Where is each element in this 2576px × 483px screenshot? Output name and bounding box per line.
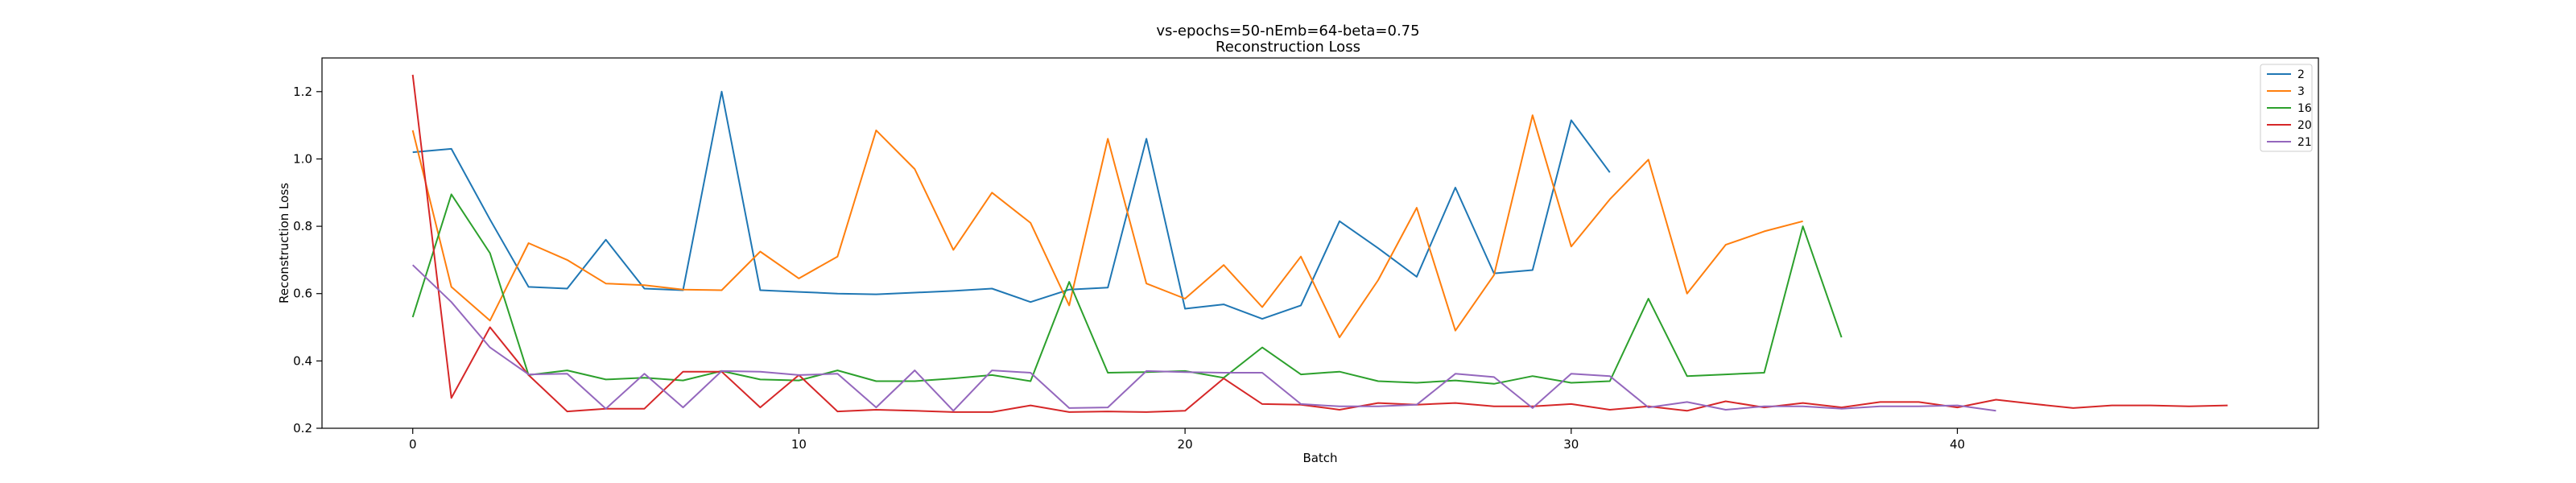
y-axis-ticks: 0.2 0.4 0.6 0.8 1.0 1.2: [293, 85, 322, 436]
y-tick-label: 0.2: [293, 421, 312, 436]
series-line-2: [412, 90, 1611, 320]
chart-subtitle: Reconstruction Loss: [1216, 39, 1360, 56]
chart-title: vs-epochs=50-nEmb=64-beta=0.75: [1156, 23, 1419, 39]
legend-label-16: 16: [2297, 102, 2312, 115]
series-line-21: [412, 264, 1996, 412]
series-line-3: [411, 114, 1803, 339]
x-tick-label: 20: [1178, 437, 1193, 452]
x-axis-ticks: 0 10 20 30 40: [409, 428, 1965, 452]
legend: 2 3 16 20 21: [2260, 64, 2313, 152]
plot-frame: [321, 57, 2319, 429]
x-tick-label: 10: [791, 437, 807, 452]
series-line-20: [411, 74, 2228, 413]
legend-label-3: 3: [2297, 85, 2305, 98]
legend-label-21: 21: [2297, 136, 2312, 149]
legend-label-2: 2: [2297, 68, 2305, 81]
x-tick-label: 30: [1563, 437, 1579, 452]
x-tick-label: 0: [409, 437, 417, 452]
series-line-16: [411, 193, 1843, 385]
y-tick-label: 0.8: [293, 219, 312, 233]
y-axis-label: Reconstruction Loss: [277, 183, 291, 303]
x-tick-label: 40: [1950, 437, 1965, 452]
plot-series: [411, 74, 2228, 413]
y-tick-label: 1.2: [293, 85, 312, 99]
y-tick-label: 0.4: [293, 353, 312, 368]
x-axis-label: Batch: [1302, 451, 1337, 465]
legend-label-20: 20: [2297, 119, 2312, 132]
y-tick-label: 0.6: [293, 287, 312, 301]
y-tick-label: 1.0: [293, 151, 312, 166]
